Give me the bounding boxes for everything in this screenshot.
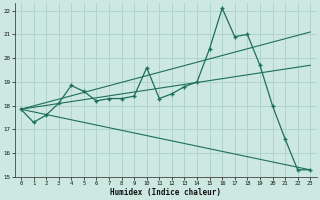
X-axis label: Humidex (Indice chaleur): Humidex (Indice chaleur) <box>110 188 221 197</box>
